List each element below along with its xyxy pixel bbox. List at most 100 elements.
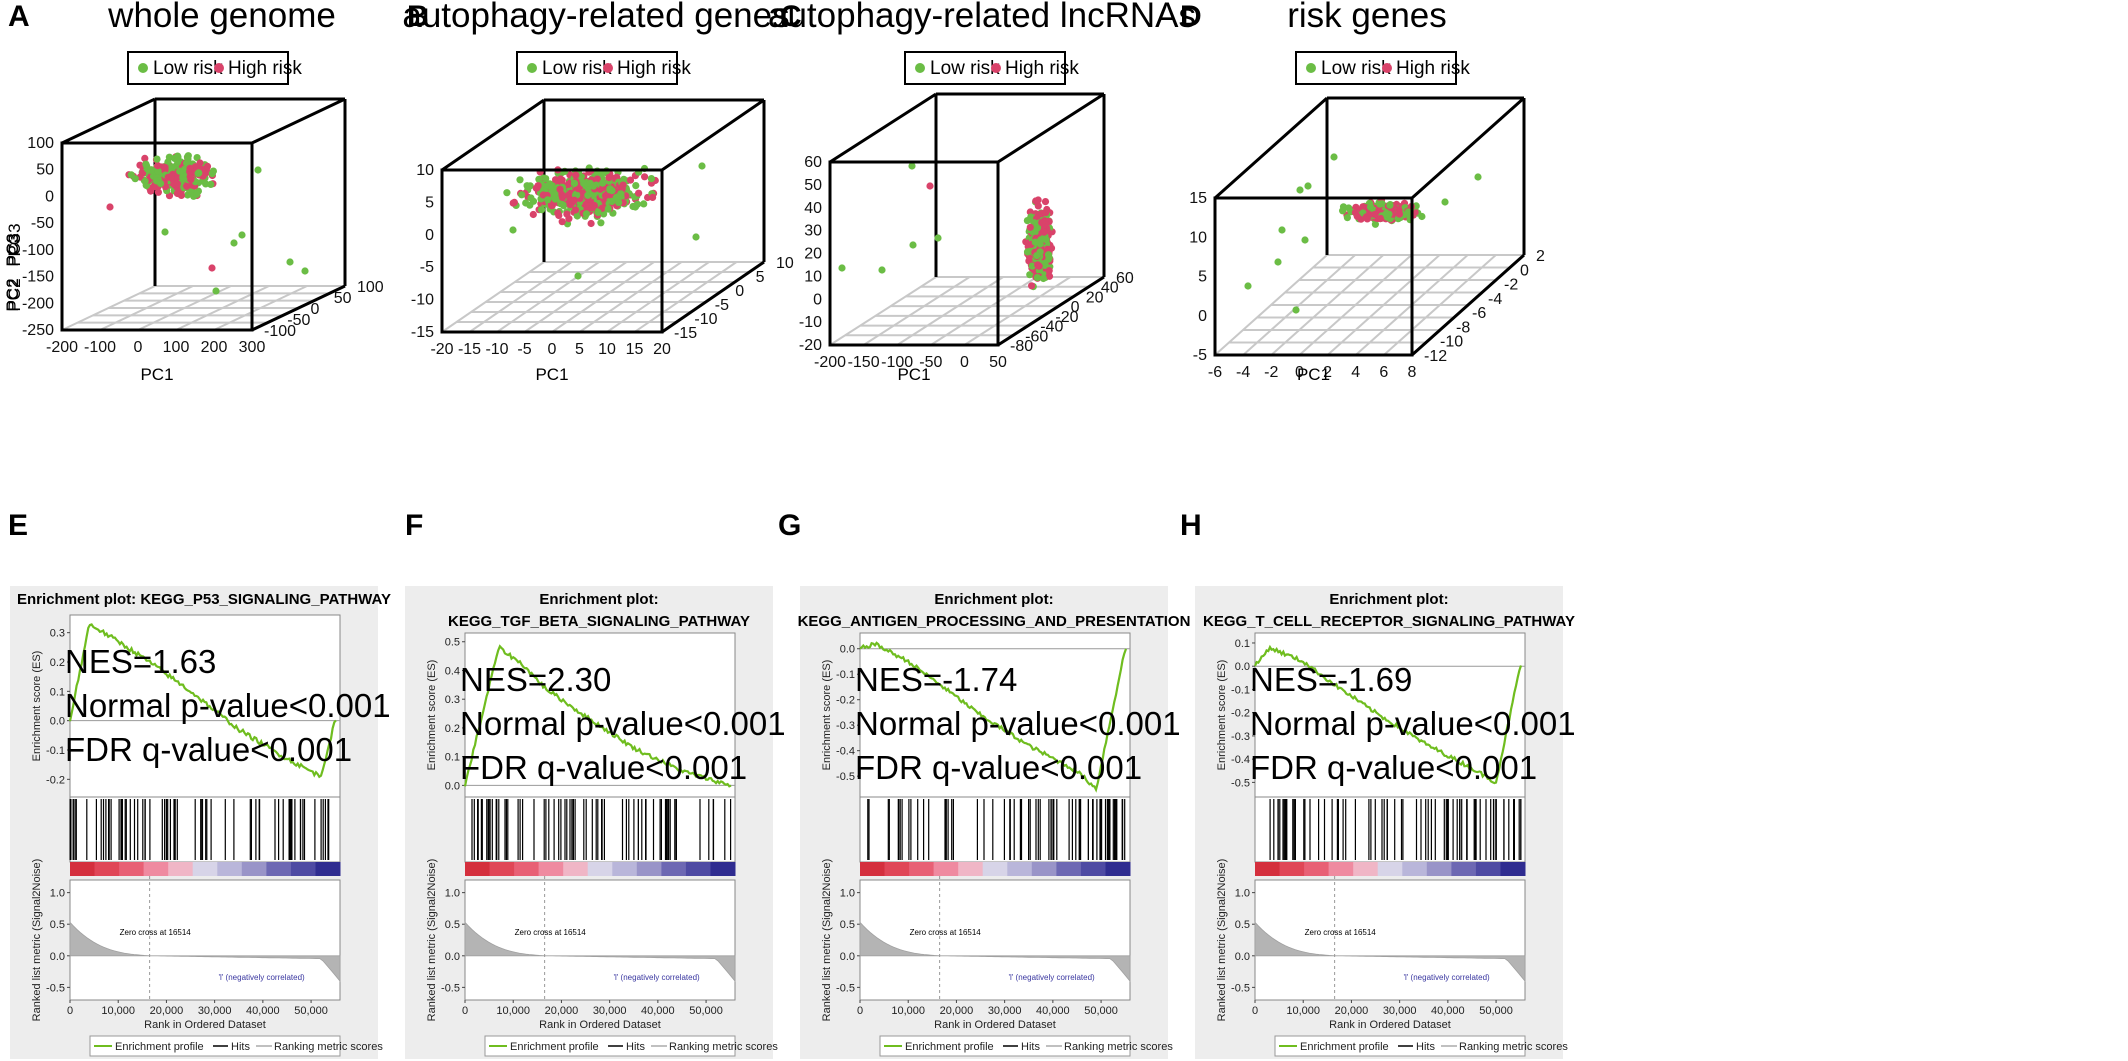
colorbar-segment: [1031, 862, 1057, 876]
rank-tick-label: 10,000: [891, 1005, 925, 1017]
data-points: [838, 162, 1056, 291]
metric-plot-area: [69, 879, 341, 1001]
high-risk-point: [555, 211, 563, 220]
legend-box: [127, 51, 289, 85]
low-risk-point: [698, 162, 706, 170]
low-risk-point: [527, 194, 535, 202]
high-risk-point: [154, 162, 162, 170]
colorbar-segment: [982, 862, 1008, 876]
depth-tick-label: 5: [756, 269, 765, 286]
low-risk-point: [1343, 214, 1351, 222]
colorbar-segment: [685, 862, 711, 876]
x-tick-label: -10: [485, 341, 508, 358]
low-risk-point: [574, 272, 582, 280]
low-risk-point: [173, 157, 181, 165]
legend-hits-label: Hits: [231, 1041, 250, 1053]
high-risk-point: [183, 182, 191, 190]
panel-label: F: [405, 509, 423, 542]
rank-tick-label: 40,000: [1036, 1005, 1070, 1017]
fdr-value: FDR q-value<0.001: [65, 731, 352, 768]
data-points: [106, 152, 309, 295]
legend: Low risk High risk: [904, 51, 1079, 85]
low-risk-point: [1042, 236, 1050, 244]
es-axis-label: Enrichment score (ES): [31, 651, 43, 762]
low-risk-point: [1033, 274, 1041, 282]
low-risk-point: [1037, 236, 1045, 244]
low-risk-point: [597, 219, 605, 227]
low-risk-point: [1033, 252, 1041, 260]
x-axis-label: PC1: [535, 365, 568, 384]
low-risk-point: [153, 155, 161, 163]
enrichment-profile-line: [68, 623, 337, 779]
legend: Low risk High risk: [127, 51, 302, 85]
metric-tick-label: -0.5: [441, 982, 460, 994]
ranking-colorbar: [1255, 862, 1526, 876]
z-tick-label: 5: [425, 194, 434, 211]
depth-axis-label: PC2: [3, 278, 22, 311]
depth-tick-label: 0: [735, 283, 744, 300]
colorbar-segment: [1475, 862, 1501, 876]
z-tick-label: 5: [1198, 269, 1207, 286]
box-edge: [441, 98, 545, 172]
p-value: Normal p-value<0.001: [65, 687, 391, 724]
metric-plot-area: [1254, 879, 1526, 1001]
low-risk-point: [692, 233, 700, 241]
high-risk-point: [1371, 210, 1379, 219]
low-risk-point: [1418, 212, 1426, 221]
zero-cross-label: Zero cross at 16514: [120, 928, 192, 937]
rank-tick-label: 30,000: [988, 1005, 1022, 1017]
box-edge: [997, 275, 1105, 347]
es-tick-label: -0.4: [836, 746, 855, 758]
grid-line: [606, 261, 710, 333]
nes-value: NES=2.30: [460, 661, 611, 698]
es-plot-area: [69, 614, 341, 798]
rank-tick-label: 30,000: [593, 1005, 627, 1017]
low-risk-point: [1278, 226, 1286, 234]
depth-tick-label: -2: [1504, 277, 1518, 294]
metric-tick-label: 1.0: [840, 888, 855, 900]
metric-axis-label: Ranked list metric (Signal2Noise): [31, 859, 43, 1022]
low-risk-point: [164, 158, 172, 166]
x-tick-label: 0: [960, 354, 969, 371]
panel-label: A: [8, 0, 30, 33]
z-tick-label: -5: [1193, 347, 1207, 364]
x-tick-label: 0: [1295, 364, 1304, 381]
high-risk-point: [635, 189, 643, 197]
colorbar-segment: [217, 862, 243, 876]
high-risk-point: [141, 154, 149, 162]
low-risk-point: [1382, 210, 1390, 218]
es-tick-label: -0.1: [1231, 684, 1250, 696]
metric-tick-label: 0.5: [840, 919, 855, 931]
es-tick-label: -0.2: [1231, 708, 1250, 720]
gsea-title: KEGG_TGF_BETA_SIGNALING_PATHWAY: [448, 613, 750, 630]
gsea-title: KEGG_ANTIGEN_PROCESSING_AND_PRESENTATION: [798, 613, 1191, 630]
rank-tick-label: 50,000: [689, 1005, 723, 1017]
legend-profile-label: Enrichment profile: [115, 1041, 204, 1053]
depth-tick-label: 2: [1536, 248, 1545, 265]
low-risk-point: [615, 198, 623, 207]
z-axis-label: PC3: [5, 233, 24, 266]
x-tick-label: 0: [548, 341, 557, 358]
legend-low-marker: [138, 63, 148, 73]
gsea-legend: Enrichment profile Hits Ranking metric sco…: [879, 1035, 1173, 1057]
colorbar-segment: [1056, 862, 1082, 876]
x-tick-label: 5: [575, 341, 584, 358]
colorbar-segment: [636, 862, 662, 876]
low-risk-point: [606, 186, 614, 194]
es-axis-label: Enrichment score (ES): [821, 660, 833, 771]
colorbar-segment: [1007, 862, 1033, 876]
depth-tick-label: -20: [1055, 309, 1078, 326]
high-risk-point: [203, 162, 212, 170]
low-risk-point: [301, 267, 309, 275]
x-tick-label: -100: [881, 354, 913, 371]
metric-tick-label: -0.5: [1231, 982, 1250, 994]
depth-tick-label: 40: [1101, 280, 1119, 297]
colorbar-segment: [1500, 862, 1526, 876]
low-risk-point: [573, 212, 581, 220]
depth-tick-label: -10: [694, 311, 717, 328]
metric-tick-label: 0.5: [50, 919, 65, 931]
z-tick-label: -15: [411, 324, 434, 341]
high-risk-point: [626, 176, 635, 184]
es-tick-label: 0.4: [445, 665, 460, 677]
